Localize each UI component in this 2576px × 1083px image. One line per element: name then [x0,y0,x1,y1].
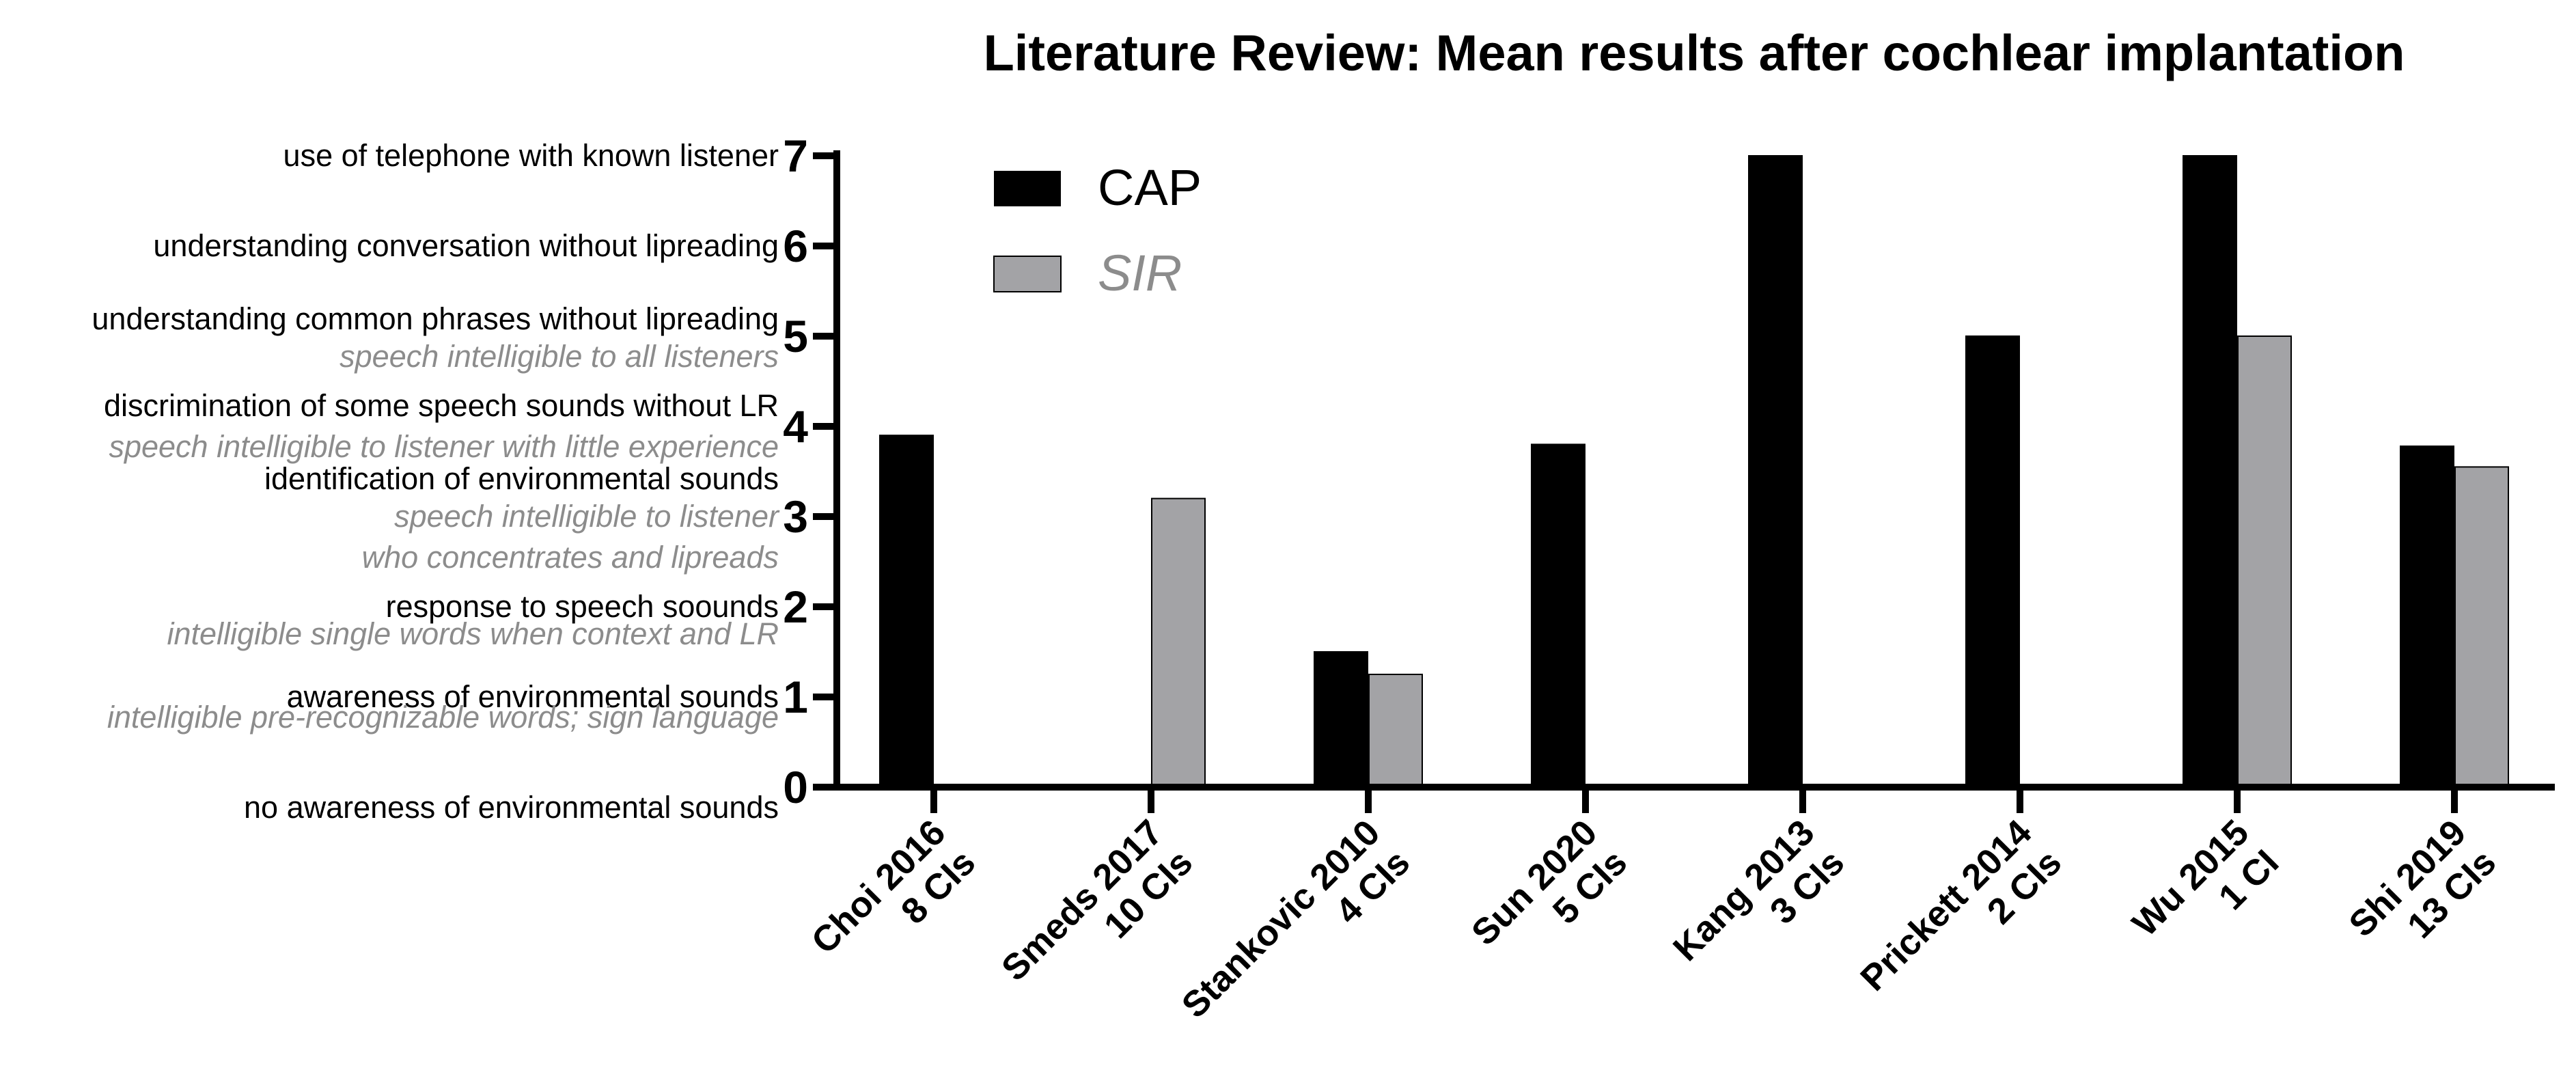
legend-cap-swatch [994,171,1061,206]
cap-level-label-5: understanding common phrases without lip… [92,301,779,336]
bar-sir-7 [2454,466,2509,789]
cap-level-label-0: no awareness of environmental sounds [244,790,779,825]
bar-sir-2 [1368,674,1423,788]
y-tick-label-2: 2 [783,581,808,632]
cap-level-label-1: awareness of environmental sounds [287,679,779,714]
y-level-labels: no awareness of environmental sounds awar… [92,138,780,825]
cap-level-label-6: understanding conversation without lipre… [153,228,779,263]
chart-title: Literature Review: Mean results after co… [984,25,2405,81]
legend-sir-swatch [993,256,1062,292]
y-tick-label-3: 3 [783,491,808,542]
y-tick-label-5: 5 [783,311,808,361]
cap-level-label-3: identification of environmental sounds [264,461,779,496]
bar-cap-6 [2183,155,2237,788]
sir-level-label-5-0: speech intelligible to all listeners [340,339,779,374]
bar-cap-7 [2400,445,2454,788]
cap-level-label-7: use of telephone with known listener [283,138,779,173]
bar-cap-4 [1748,155,1803,788]
sir-level-label-4-0: speech intelligible to listener with lit… [109,429,779,464]
bar-cap-2 [1314,651,1368,788]
legend-cap-label: CAP [1098,159,1202,216]
bar-cap-3 [1531,443,1585,789]
y-tick-label-6: 6 [783,221,808,271]
bar-cap-0 [879,435,934,788]
cap-level-label-4: discrimination of some speech sounds wit… [104,388,779,423]
bar-sir-1 [1151,497,1206,788]
axes-group: 0 1 2 3 4 5 6 7 [783,131,2555,813]
y-tick-label-7: 7 [783,131,808,181]
sir-level-label-2-0: intelligible single words when context a… [167,616,779,651]
bar-cap-5 [1965,335,2020,788]
y-tick-label-0: 0 [783,762,808,812]
sir-level-label-1-0: intelligible pre-recognizable words; sig… [107,700,779,735]
sir-level-label-3-1: who concentrates and lipreads [362,540,779,575]
y-tick-label-1: 1 [783,672,808,722]
cap-level-label-2: response to speech soounds [386,589,779,624]
legend-sir-label: SIR [1098,245,1182,301]
y-tick-label-4: 4 [783,401,808,452]
bars-group [879,155,2509,789]
bar-sir-6 [2237,335,2292,788]
sir-level-label-3-0: speech intelligible to listener [394,499,780,534]
legend: CAP SIR [993,159,1202,301]
